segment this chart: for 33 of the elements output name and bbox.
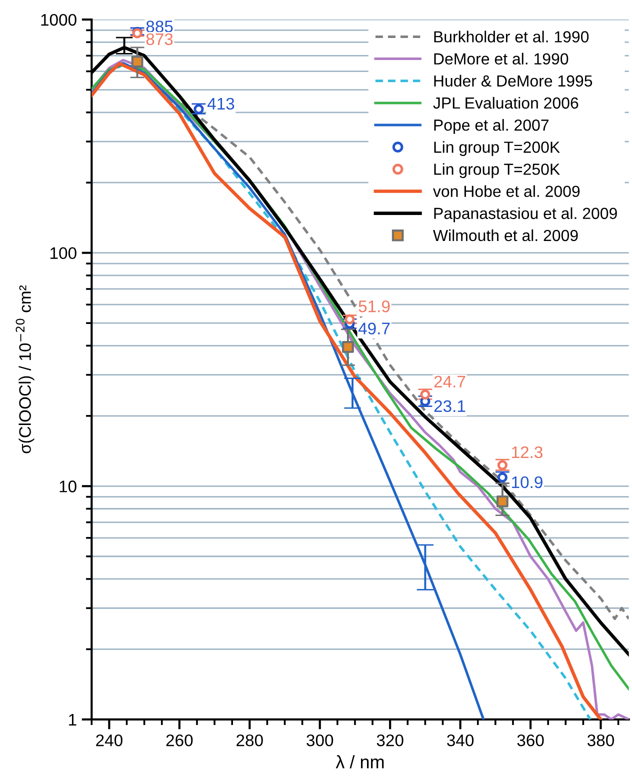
data-label: 12.3: [512, 446, 542, 458]
legend-label: JPL Evaluation 2006: [433, 96, 578, 109]
legend-label: Wilmouth et al. 2009: [433, 229, 578, 242]
data-label: 413: [207, 98, 234, 110]
x-tick-label: 380: [587, 734, 614, 746]
data-label: 51.9: [358, 300, 390, 312]
legend-label: Papanastasiou et al. 2009: [434, 207, 617, 222]
y-tick-label: 10: [60, 480, 76, 492]
x-axis-title: λ / nm: [336, 755, 384, 768]
x-tick-label: 300: [306, 734, 334, 746]
x-tick-label: 280: [236, 734, 263, 746]
x-tick-label: 240: [96, 734, 122, 746]
data-label: 873: [146, 33, 173, 46]
legend-label: Huder & DeMore 1995: [434, 74, 592, 87]
y-tick-label: 1000: [41, 14, 76, 26]
legend-label: Lin group T=200K: [434, 141, 560, 156]
y-tick-label: 100: [50, 247, 76, 260]
legend-label: von Hobe et al. 2009: [433, 185, 580, 197]
data-label: 23.1: [434, 400, 466, 412]
data-label: 885: [146, 20, 173, 32]
data-label: 10.9: [512, 476, 542, 488]
legend-label: DeMore et al. 1990: [434, 52, 568, 65]
legend-label: Lin group T=250K: [434, 163, 560, 178]
x-tick-label: 340: [447, 734, 474, 746]
x-tick-label: 360: [517, 734, 544, 746]
data-label: 49.7: [358, 322, 390, 334]
x-tick-label: 260: [166, 734, 193, 746]
legend-label: Pope et al. 2007: [434, 119, 548, 134]
y-axis-title: σ(ClOOCl) / 10$^{−20}$ cm²: [16, 285, 34, 454]
legend-label: Burkholder et al. 1990: [434, 30, 589, 42]
x-tick-label: 320: [376, 734, 404, 746]
y-tick-label: 1: [69, 714, 76, 726]
data-label: 24.7: [434, 376, 466, 388]
